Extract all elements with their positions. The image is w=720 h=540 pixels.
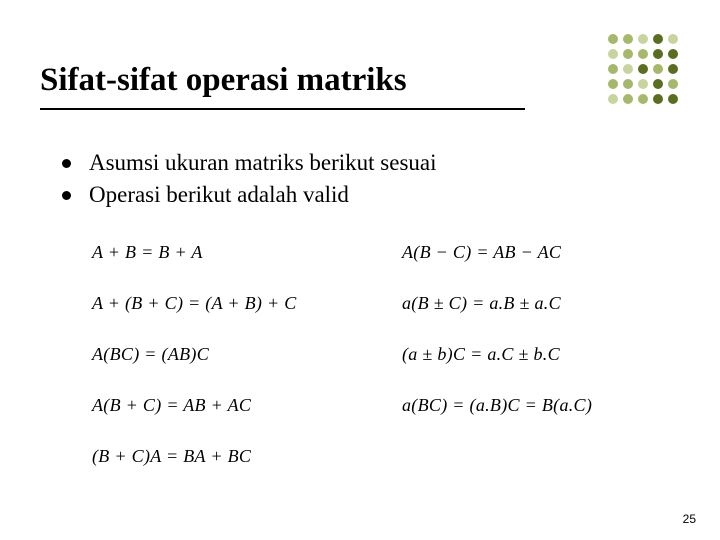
equation: A(B + C) = AB + AC (92, 395, 402, 416)
decor-dot (668, 49, 678, 59)
decor-dot (638, 49, 648, 59)
equations-area: A + B = B + A A + (B + C) = (A + B) + C … (92, 242, 692, 467)
slide: Sifat-sifat operasi matriks Asumsi ukura… (0, 0, 720, 540)
decor-dot (668, 34, 678, 44)
bullet-icon (62, 159, 71, 168)
equation: (B + C)A = BA + BC (92, 446, 402, 467)
equation: A + (B + C) = (A + B) + C (92, 293, 402, 314)
list-item: Asumsi ukuran matriks berikut sesuai (62, 150, 437, 176)
equations-col-left: A + B = B + A A + (B + C) = (A + B) + C … (92, 242, 402, 467)
decor-dot (623, 49, 633, 59)
list-item: Operasi berikut adalah valid (62, 182, 437, 208)
decor-dot (623, 34, 633, 44)
page-title: Sifat-sifat operasi matriks (40, 62, 680, 99)
bullet-list: Asumsi ukuran matriks berikut sesuai Ope… (62, 150, 437, 214)
page-number: 25 (683, 512, 696, 526)
decor-dot (638, 34, 648, 44)
equation: a(B ± C) = a.B ± a.C (402, 293, 692, 314)
title-wrap: Sifat-sifat operasi matriks (40, 62, 680, 99)
equation: (a ± b)C = a.C ± b.C (402, 344, 692, 365)
equation: a(BC) = (a.B)C = B(a.C) (402, 395, 692, 416)
title-underline (40, 108, 525, 110)
decor-dot (653, 34, 663, 44)
decor-dot (608, 49, 618, 59)
decor-dot (653, 49, 663, 59)
bullet-text: Asumsi ukuran matriks berikut sesuai (89, 150, 437, 176)
equation: A + B = B + A (92, 242, 402, 263)
equation: A(B − C) = AB − AC (402, 242, 692, 263)
decor-dot (608, 34, 618, 44)
equations-col-right: A(B − C) = AB − AC a(B ± C) = a.B ± a.C … (402, 242, 692, 467)
bullet-icon (62, 191, 71, 200)
equation: A(BC) = (AB)C (92, 344, 402, 365)
bullet-text: Operasi berikut adalah valid (89, 182, 349, 208)
